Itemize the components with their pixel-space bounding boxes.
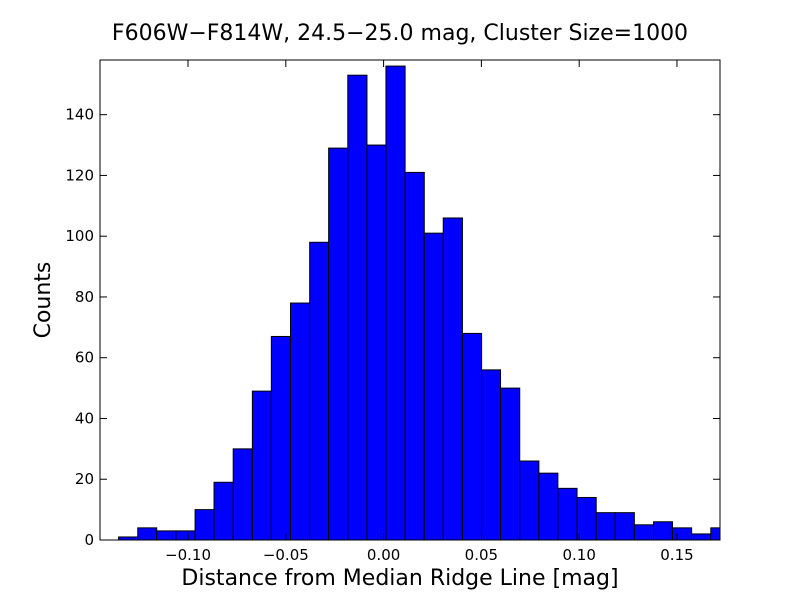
histogram-bar-14: [385, 65, 406, 540]
y-tick-label-4: 80: [75, 288, 94, 306]
histogram-bar-4: [194, 509, 215, 540]
histogram-bar-29: [671, 527, 693, 540]
histogram-bar-31: [710, 527, 720, 540]
y-tick-label-6: 120: [65, 166, 94, 184]
x-tick-label-5: 0.15: [660, 546, 693, 564]
chart-title: F606W−F814W, 24.5−25.0 mag, Cluster Size…: [112, 21, 688, 46]
histogram-bar-24: [576, 496, 597, 540]
histogram-bar-23: [557, 487, 578, 540]
histogram-bar-5: [213, 481, 234, 540]
histogram-bar-2: [156, 530, 177, 540]
x-axis-label: Distance from Median Ridge Line [mag]: [181, 566, 618, 591]
histogram-bar-22: [538, 472, 559, 540]
histogram-bar-25: [595, 512, 616, 540]
y-tick-label-5: 100: [65, 227, 94, 245]
histogram-bar-19: [481, 369, 502, 540]
histogram-bar-15: [404, 171, 425, 540]
x-tick-label-3: 0.05: [465, 546, 498, 564]
x-tick-label-1: −0.05: [263, 546, 309, 564]
histogram-bar-10: [309, 241, 330, 540]
plot-frame: [99, 59, 721, 541]
axis-ticks: −0.10 −0.05 0.00 0.05 0.10 0.15 0 20 40 60 80 100 12…: [65, 60, 720, 564]
histogram-bar-12: [347, 74, 368, 540]
histogram-bar-11: [328, 147, 349, 540]
y-tick-label-1: 20: [75, 470, 94, 488]
y-tick-label-0: 0: [84, 531, 94, 549]
histogram-bar-27: [633, 524, 655, 540]
histogram-bars: [118, 65, 720, 540]
histogram-bar-1: [137, 527, 158, 540]
y-tick-label-3: 60: [75, 349, 94, 367]
histogram-bar-13: [366, 144, 387, 540]
x-tick-label-0: −0.10: [165, 546, 211, 564]
histogram-bar-6: [232, 448, 253, 540]
y-tick-label-2: 40: [75, 409, 94, 427]
histogram-bar-20: [500, 387, 521, 540]
histogram-bar-21: [519, 460, 540, 540]
x-tick-label-4: 0.10: [562, 546, 595, 564]
histogram-bar-18: [461, 332, 483, 540]
histogram-bar-30: [691, 533, 712, 540]
histogram-bar-7: [251, 390, 272, 540]
histogram-bar-28: [653, 521, 673, 540]
histogram-bar-9: [290, 302, 311, 540]
y-axis-label: Counts: [31, 262, 56, 339]
histogram-bar-8: [270, 335, 291, 540]
histogram-bar-3: [175, 530, 196, 540]
y-tick-label-7: 140: [65, 106, 94, 124]
histogram-bar-16: [423, 232, 444, 540]
histogram-bar-26: [614, 512, 635, 540]
x-tick-label-2: 0.00: [367, 546, 400, 564]
histogram-bar-17: [442, 217, 463, 540]
